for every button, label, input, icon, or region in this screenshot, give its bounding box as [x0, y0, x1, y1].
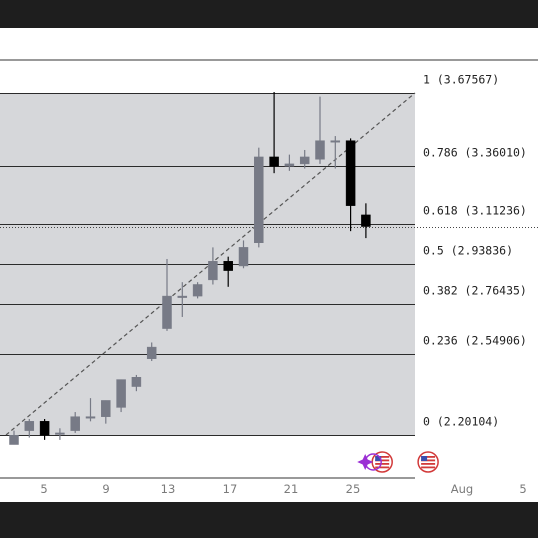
x-tick-label: 13 — [161, 482, 176, 496]
candle-body[interactable] — [177, 295, 188, 298]
flag-us-icon[interactable] — [371, 451, 393, 473]
fib-level-label: 0 (2.20104) — [423, 415, 499, 429]
candle-body[interactable] — [208, 261, 218, 281]
top-toolbar — [0, 0, 538, 28]
candle-body[interactable] — [223, 261, 233, 271]
x-tick-label: 17 — [223, 482, 238, 496]
candle-body[interactable] — [146, 346, 157, 359]
candle-body[interactable] — [345, 140, 356, 206]
x-tick-label: Aug — [451, 482, 473, 496]
fib-level-label: 0.786 (3.36010) — [423, 146, 527, 160]
fib-level-label: 0.382 (2.76435) — [423, 284, 527, 298]
candle-body[interactable] — [162, 295, 172, 329]
candle-body[interactable] — [55, 432, 65, 435]
candle-body[interactable] — [9, 434, 19, 445]
flag-us-icon[interactable] — [417, 451, 439, 473]
bottom-toolbar — [0, 502, 538, 538]
fib-level-label: 0.618 (3.11236) — [423, 204, 527, 218]
sparkle-icon[interactable] — [357, 453, 382, 471]
candle-body[interactable] — [330, 140, 341, 143]
candle-body[interactable] — [70, 416, 80, 431]
x-tick-label: 25 — [346, 482, 361, 496]
candle-body[interactable] — [116, 379, 126, 408]
candle-body[interactable] — [85, 416, 96, 419]
fib-level-label: 1 (3.67567) — [423, 73, 499, 87]
candle-body[interactable] — [101, 400, 111, 417]
candle-body[interactable] — [24, 421, 35, 431]
candle-body[interactable] — [131, 377, 142, 387]
candle-body[interactable] — [269, 156, 279, 167]
candle-body[interactable] — [315, 140, 325, 160]
fib-level-label: 0.236 (2.54906) — [423, 334, 527, 348]
candle-body[interactable] — [254, 156, 264, 243]
x-tick-label: 5 — [40, 482, 47, 496]
candle-body[interactable] — [361, 214, 371, 227]
x-tick-label: 5 — [519, 482, 526, 496]
candle-body[interactable] — [192, 284, 203, 297]
candle-body[interactable] — [284, 163, 295, 167]
candle-body[interactable] — [238, 247, 249, 267]
x-tick-label: 21 — [284, 482, 299, 496]
candle-body[interactable] — [39, 421, 50, 436]
fib-level-label: 0.5 (2.93836) — [423, 244, 513, 258]
candle-body[interactable] — [299, 156, 310, 165]
x-tick-label: 9 — [102, 482, 109, 496]
